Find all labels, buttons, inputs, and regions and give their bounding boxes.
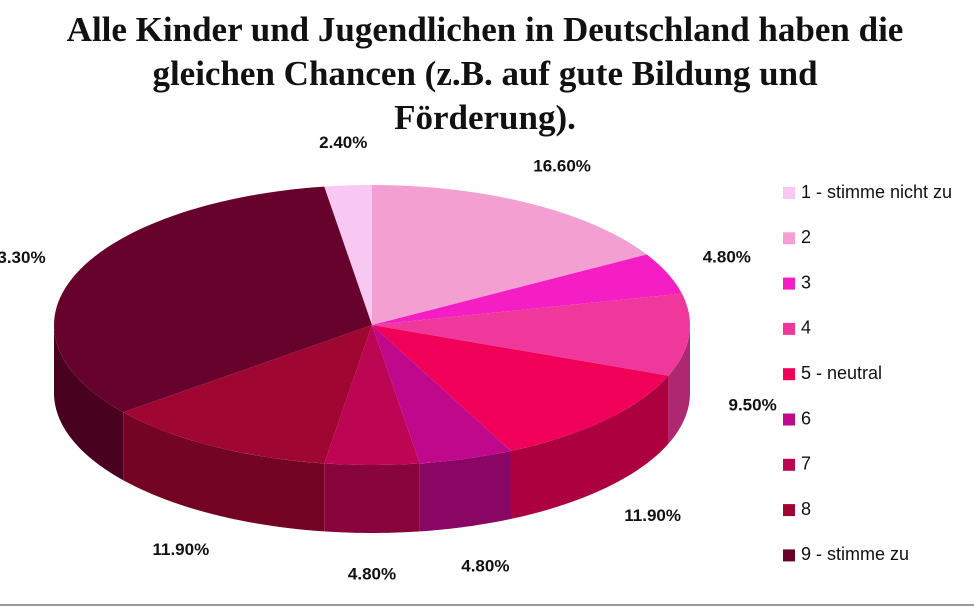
value-label: 11.90% <box>624 506 681 525</box>
slice <box>123 325 372 464</box>
value-label: 11.90% <box>152 540 209 559</box>
slice-side <box>123 412 325 532</box>
legend-swatch <box>783 504 795 517</box>
slice <box>372 325 512 464</box>
slice-side <box>511 375 669 519</box>
legend-label: 9 - stimme zu <box>801 544 909 564</box>
slice <box>372 293 690 376</box>
legend-swatch <box>783 549 795 562</box>
legend-label: 1 - stimme nicht zu <box>801 182 952 202</box>
legend-label: 6 <box>801 408 811 428</box>
legend-swatch <box>783 458 795 471</box>
value-label: 9.50% <box>729 396 777 415</box>
slice <box>324 185 372 325</box>
legend-swatch <box>783 187 795 199</box>
legend-label: 7 <box>801 454 811 474</box>
slice-side <box>54 325 124 481</box>
value-label: 16.60% <box>533 157 591 176</box>
chart-title: Alle Kinder und Jugendlichen in Deutschl… <box>66 10 904 137</box>
slice <box>372 185 647 325</box>
slice-side <box>419 450 512 532</box>
legend-label: 5 - neutral <box>801 363 882 383</box>
slice-side <box>324 463 420 533</box>
legend-swatch <box>783 232 795 245</box>
slice <box>324 325 420 465</box>
value-label: 4.80% <box>703 247 751 266</box>
value-label: 4.80% <box>348 564 396 583</box>
legend-label: 8 <box>801 499 811 519</box>
value-label: 4.80% <box>461 556 509 575</box>
legend-label: 3 <box>801 272 811 292</box>
slice-side <box>668 325 690 444</box>
value-label: 2.40% <box>319 133 367 152</box>
legend-swatch <box>783 368 795 381</box>
legend-label: 2 <box>801 227 811 247</box>
legend-swatch <box>783 413 795 426</box>
legend-swatch <box>783 277 795 290</box>
slice <box>372 254 682 325</box>
value-label: 33.30% <box>0 248 46 267</box>
slice <box>372 325 669 451</box>
slice <box>54 186 373 413</box>
legend-label: 4 <box>801 318 811 338</box>
legend-swatch <box>783 322 795 335</box>
